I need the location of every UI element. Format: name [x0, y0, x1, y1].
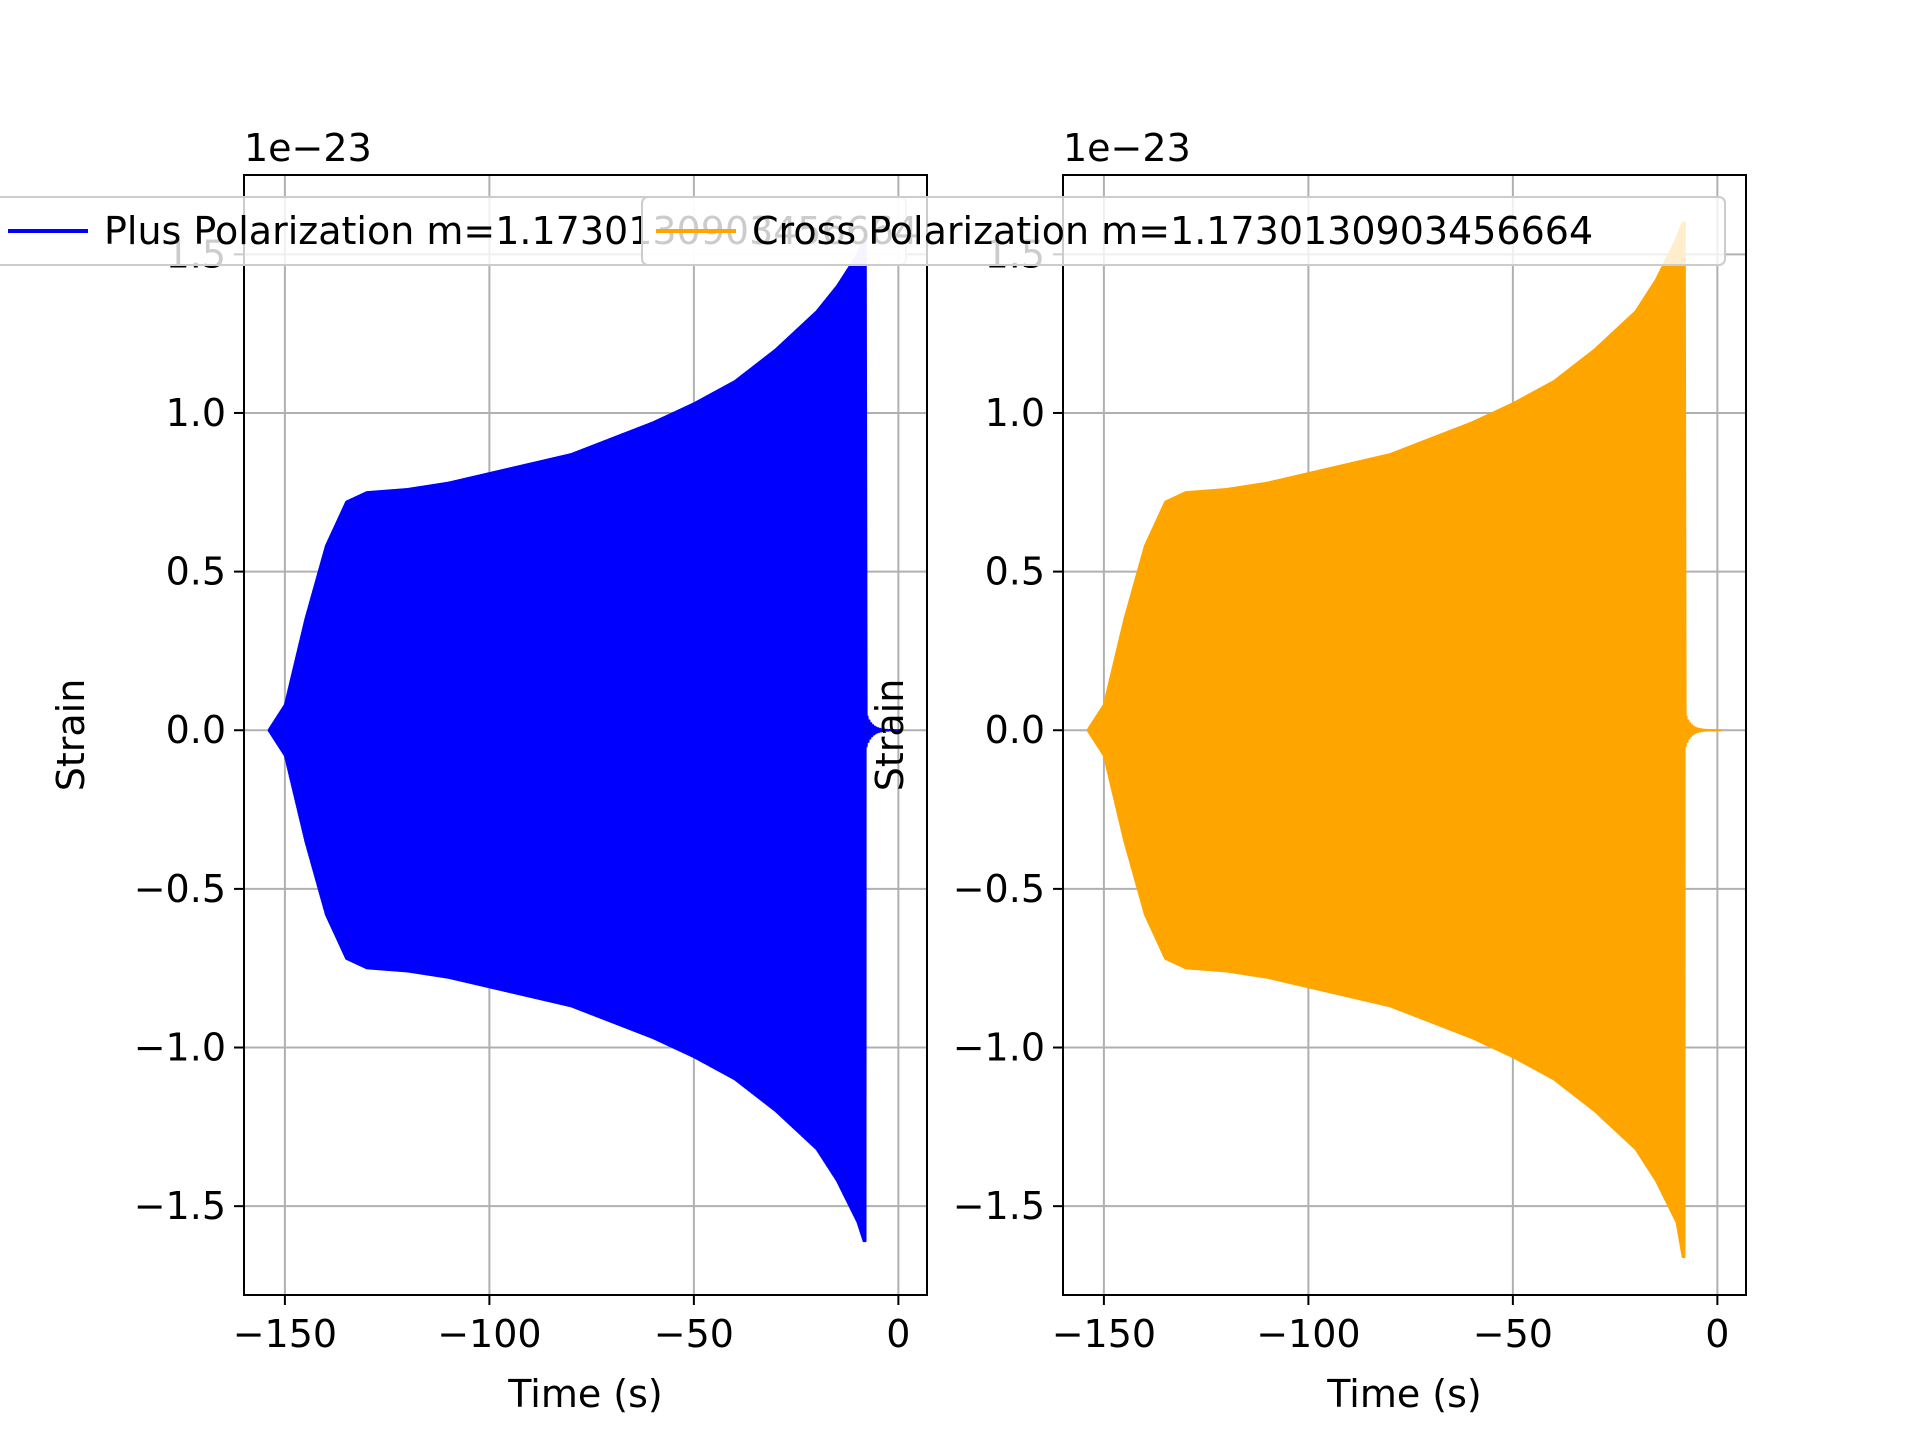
y-tick-label: −0.5 — [134, 867, 226, 911]
y-tick-label: −1.5 — [953, 1184, 1045, 1228]
y-tick-label: 0.5 — [166, 550, 226, 594]
x-axis-label: Time (s) — [507, 1372, 663, 1416]
subplot-1: −150−100−500−1.5−1.0−0.50.00.51.01.5Time… — [49, 126, 928, 1416]
x-tick-label: −100 — [437, 1312, 541, 1356]
y-tick-label: 1.0 — [166, 391, 226, 435]
x-axis-label: Time (s) — [1326, 1372, 1482, 1416]
series-line — [267, 237, 903, 1243]
subplot-2: −150−100−500−1.5−1.0−0.50.00.51.01.5Time… — [868, 126, 1747, 1416]
offset-label: 1e−23 — [244, 126, 372, 170]
x-tick-label: −150 — [1052, 1312, 1156, 1356]
legend-box — [641, 196, 1726, 266]
x-tick-label: 0 — [1705, 1312, 1729, 1356]
axes-frame — [1062, 174, 1747, 1296]
offset-label: 1e−23 — [1063, 126, 1191, 170]
x-tick-label: −150 — [233, 1312, 337, 1356]
x-tick-label: −100 — [1256, 1312, 1360, 1356]
y-tick-label: 1.0 — [985, 391, 1045, 435]
legend-2: Cross Polarization m=1.1730130903456664 — [641, 196, 1726, 266]
y-tick-label: 0.0 — [985, 708, 1045, 752]
series-line — [1086, 221, 1722, 1259]
y-tick-label: 0.0 — [166, 708, 226, 752]
y-tick-label: −0.5 — [953, 867, 1045, 911]
y-tick-label: −1.0 — [953, 1026, 1045, 1070]
y-axis-label: Strain — [49, 679, 93, 792]
y-tick-label: 0.5 — [985, 550, 1045, 594]
x-tick-label: −50 — [1473, 1312, 1553, 1356]
x-tick-label: 0 — [886, 1312, 910, 1356]
y-axis-label: Strain — [868, 679, 912, 792]
y-tick-label: −1.0 — [134, 1026, 226, 1070]
y-tick-label: −1.5 — [134, 1184, 226, 1228]
legend-label: Cross Polarization m=1.1730130903456664 — [752, 209, 1593, 253]
x-tick-label: −50 — [654, 1312, 734, 1356]
axes-frame — [243, 174, 928, 1296]
